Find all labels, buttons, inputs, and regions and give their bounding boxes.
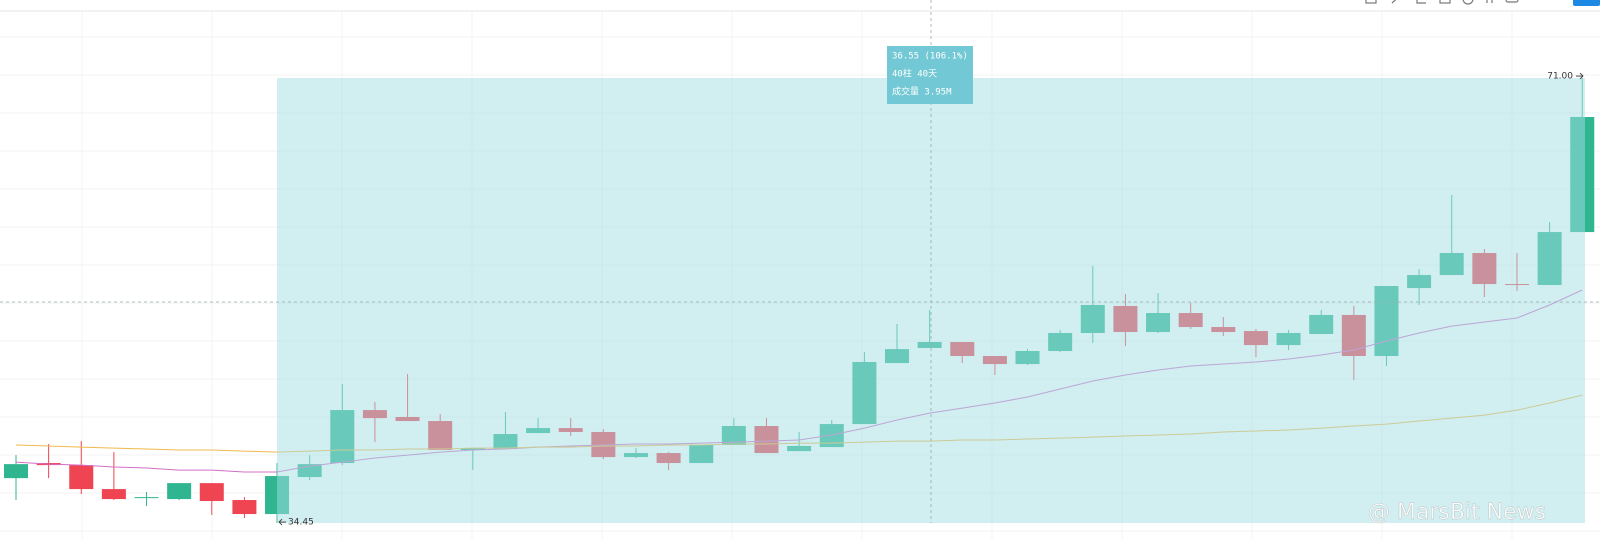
toolbar-icon[interactable]	[1505, 0, 1519, 3]
candle-body	[69, 465, 94, 490]
toolbar-icon[interactable]	[1439, 0, 1451, 4]
toolbar	[1365, 0, 1600, 6]
candle-body	[232, 500, 257, 515]
candle-body	[101, 489, 126, 500]
toolbar-icon[interactable]	[1462, 0, 1474, 5]
measure-volume: 成交量 3.95M	[892, 86, 952, 98]
candle-body	[4, 464, 28, 479]
candle-body	[167, 483, 192, 500]
measure-tooltip	[887, 46, 973, 104]
candle-body	[199, 483, 224, 502]
toolbar-icon[interactable]	[1365, 0, 1377, 4]
toolbar-icon[interactable]	[1391, 0, 1402, 4]
arrow-icon	[278, 518, 287, 526]
toolbar-button[interactable]	[1573, 0, 1600, 6]
arrow-icon	[1576, 72, 1584, 80]
toolbar-icon[interactable]	[1486, 0, 1493, 3]
watermark: @ MarsBit News	[1368, 500, 1546, 525]
measure-bars: 40柱 40天	[892, 68, 937, 80]
measure-change: 36.55 (106.1%)	[892, 52, 968, 62]
toolbar-icon[interactable]	[1416, 0, 1426, 4]
measure-high-label: 71.00	[1547, 72, 1573, 82]
measure-low-label: 34.45	[288, 518, 314, 528]
candle-body	[134, 497, 159, 499]
